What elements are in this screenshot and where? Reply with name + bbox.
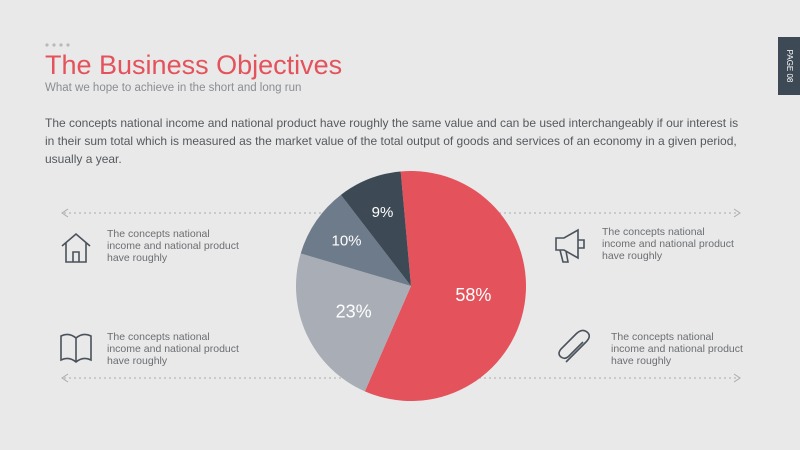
feature-text: The concepts national income and nationa… <box>602 226 734 262</box>
slice-label: 9% <box>372 204 394 221</box>
arrow-heads <box>61 208 741 383</box>
clip-icon <box>558 329 591 363</box>
pie-slice <box>364 171 526 402</box>
slice-label: 23% <box>336 301 372 321</box>
megaphone-icon <box>555 228 585 263</box>
icons <box>60 228 591 364</box>
home-icon <box>61 232 91 263</box>
subtitle: What we hope to achieve in the short and… <box>45 82 302 94</box>
title: The Business Objectives <box>45 50 343 80</box>
pie-slice <box>340 171 411 286</box>
book-icon <box>60 333 92 364</box>
pie-slice <box>296 253 411 392</box>
page-label: PAGE 08 <box>785 50 794 83</box>
slice-label: 10% <box>331 233 361 250</box>
slice-label: 58% <box>455 285 491 305</box>
page-tab <box>778 37 800 95</box>
feature-text: The concepts national income and nationa… <box>107 228 239 264</box>
intro: The concepts national income and nationa… <box>45 116 739 166</box>
dots <box>45 43 70 47</box>
feature-text: The concepts national income and nationa… <box>107 331 239 367</box>
pie-chart: 58% 23% 10% 9% <box>296 171 526 402</box>
feature-text: The concepts national income and nationa… <box>611 331 743 367</box>
pie-slice <box>300 194 411 286</box>
